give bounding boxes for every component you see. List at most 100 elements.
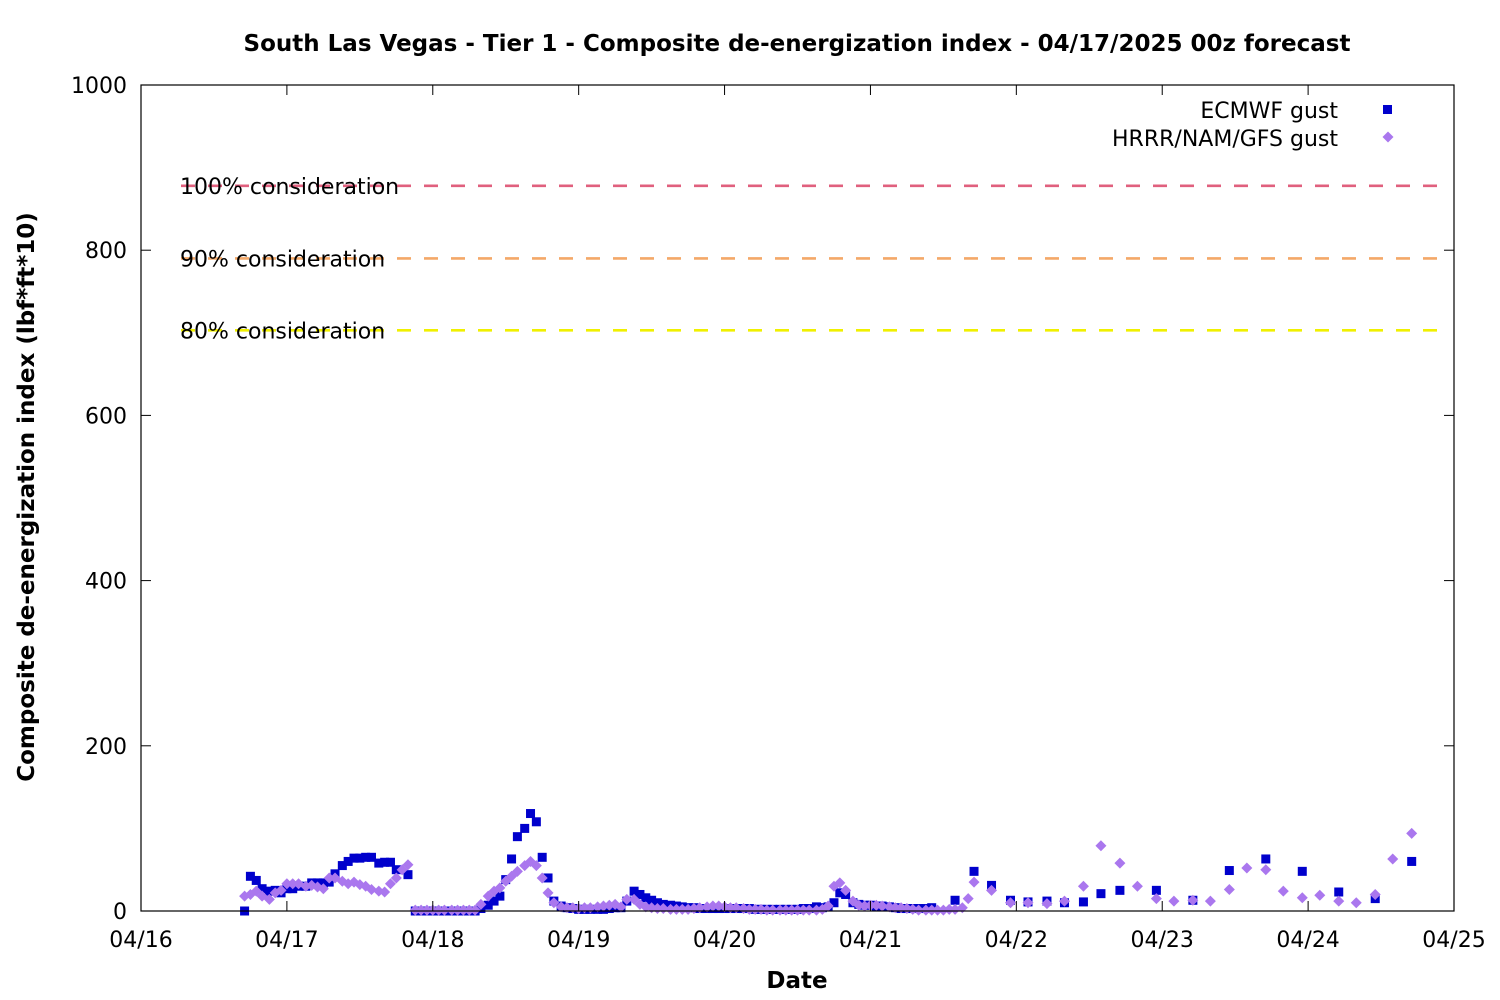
series-1-point-113 — [926, 904, 938, 916]
series-0-point-4 — [264, 886, 274, 896]
series-1-point-133 — [1204, 895, 1216, 907]
series-0-point-17 — [343, 856, 353, 866]
series-0-point-24 — [385, 857, 395, 867]
series-1-point-132 — [1187, 894, 1199, 906]
series-1-point-89 — [780, 904, 792, 916]
series-1-point-77 — [707, 900, 719, 912]
legend-marker-hrrr — [1382, 131, 1394, 143]
y-tick-label-1: 200 — [85, 735, 127, 760]
series-0-point-45 — [520, 823, 530, 833]
series-1-point-21 — [366, 884, 378, 896]
series-1-point-129 — [1131, 880, 1143, 892]
x-axis-label: Date — [766, 968, 827, 994]
legend-label-hrrr: HRRR/NAM/GFS gust — [1112, 127, 1338, 152]
series-0-point-125 — [1224, 866, 1234, 876]
series-0-point-67 — [652, 898, 662, 908]
series-1-point-35 — [452, 904, 464, 916]
y-axis-label: Composite de-energization index (lbf*ft*… — [14, 212, 40, 782]
series-1-point-144 — [1406, 827, 1418, 839]
series-0-point-123 — [1151, 885, 1161, 895]
series-0-point-49 — [543, 873, 553, 883]
series-1-point-127 — [1095, 840, 1107, 852]
series-1-point-128 — [1114, 857, 1126, 869]
series-1-point-116 — [943, 903, 955, 915]
series-1-point-91 — [792, 904, 803, 916]
series-1-point-70 — [665, 903, 677, 915]
legend-label-ecmwf: ECMWF gust — [1200, 99, 1338, 124]
series-1-point-45 — [511, 865, 523, 877]
y-tick-label-4: 800 — [85, 239, 127, 264]
x-tick-label-5: 04/21 — [839, 928, 902, 953]
series-1-point-84 — [749, 903, 761, 915]
x-tick-label-0: 04/16 — [109, 928, 172, 953]
series-1-point-14 — [323, 872, 335, 884]
series-0-point-44 — [512, 832, 522, 842]
y-tick-label-2: 400 — [85, 570, 127, 595]
series-1-point-92 — [797, 904, 809, 916]
series-1-point-123 — [1022, 897, 1034, 909]
series-1-point-119 — [962, 893, 974, 905]
series-0-point-39 — [483, 900, 493, 910]
plot-area-border — [140, 84, 1455, 912]
x-tick-label-3: 04/19 — [547, 928, 610, 953]
series-1-point-36 — [457, 904, 469, 916]
threshold-label-2: 80% consideration — [180, 319, 385, 344]
series-1-point-71 — [670, 903, 682, 915]
series-0-point-121 — [1096, 889, 1106, 899]
series-1-point-120 — [968, 876, 980, 888]
series-1-point-49 — [536, 872, 548, 884]
series-1-point-131 — [1168, 895, 1180, 907]
series-0-point-113 — [950, 895, 960, 905]
series-0-point-13 — [318, 878, 328, 888]
series-1-point-29 — [415, 904, 427, 916]
series-1-point-50 — [542, 887, 554, 899]
series-1-point-34 — [446, 904, 458, 916]
series-0-point-18 — [349, 853, 359, 863]
series-1-point-38 — [469, 904, 481, 916]
series-1-point-33 — [438, 904, 450, 916]
series-1-point-23 — [379, 886, 391, 898]
series-1-point-72 — [676, 903, 688, 915]
series-1-point-7 — [281, 878, 293, 890]
series-0-point-16 — [337, 861, 347, 871]
series-1-point-98 — [834, 877, 846, 889]
series-1-point-136 — [1260, 864, 1272, 876]
series-0-point-25 — [391, 865, 401, 875]
series-1-point-63 — [621, 893, 633, 905]
series-0-point-41 — [495, 891, 505, 901]
series-0-point-120 — [1078, 897, 1088, 907]
series-1-point-93 — [803, 904, 815, 916]
y-tick-label-0: 0 — [113, 900, 127, 925]
series-1-point-134 — [1223, 884, 1235, 896]
series-1-point-114 — [932, 904, 944, 916]
series-1-point-90 — [786, 904, 798, 916]
series-0-point-2 — [251, 875, 261, 885]
series-1-point-8 — [287, 878, 299, 890]
legend-marker-ecmwf — [1383, 105, 1392, 114]
series-1-point-124 — [1041, 898, 1053, 910]
threshold-label-0: 100% consideration — [180, 175, 399, 200]
series-0-point-96 — [829, 898, 839, 908]
series-0-point-43 — [507, 854, 517, 864]
series-1-point-39 — [475, 898, 487, 910]
series-1-point-48 — [530, 860, 542, 872]
threshold-labels: 100% consideration 90% consideration 80% c… — [180, 175, 399, 345]
series-0-point-122 — [1115, 885, 1125, 895]
legend: ECMWF gust HRRR/NAM/GFS gust — [1112, 99, 1394, 152]
series-1-point-137 — [1277, 885, 1289, 897]
series-1-point-27 — [402, 859, 414, 871]
series-0-point-26 — [403, 870, 413, 880]
series-0-point-22 — [374, 858, 384, 868]
series-0-point-130 — [1407, 856, 1417, 866]
series-1-point-142 — [1369, 888, 1381, 900]
series-1-point-6 — [275, 884, 287, 896]
series-0-point-48 — [537, 852, 547, 862]
series-0-point-127 — [1297, 866, 1307, 876]
series-0-point-64 — [635, 889, 645, 899]
series-0-point-126 — [1261, 854, 1271, 864]
series-1-point-126 — [1077, 880, 1089, 892]
chart-title: South Las Vegas - Tier 1 - Composite de-… — [244, 31, 1351, 57]
series-0 — [240, 809, 1417, 916]
series-0-point-47 — [531, 817, 541, 827]
series-1-point-99 — [840, 884, 852, 896]
